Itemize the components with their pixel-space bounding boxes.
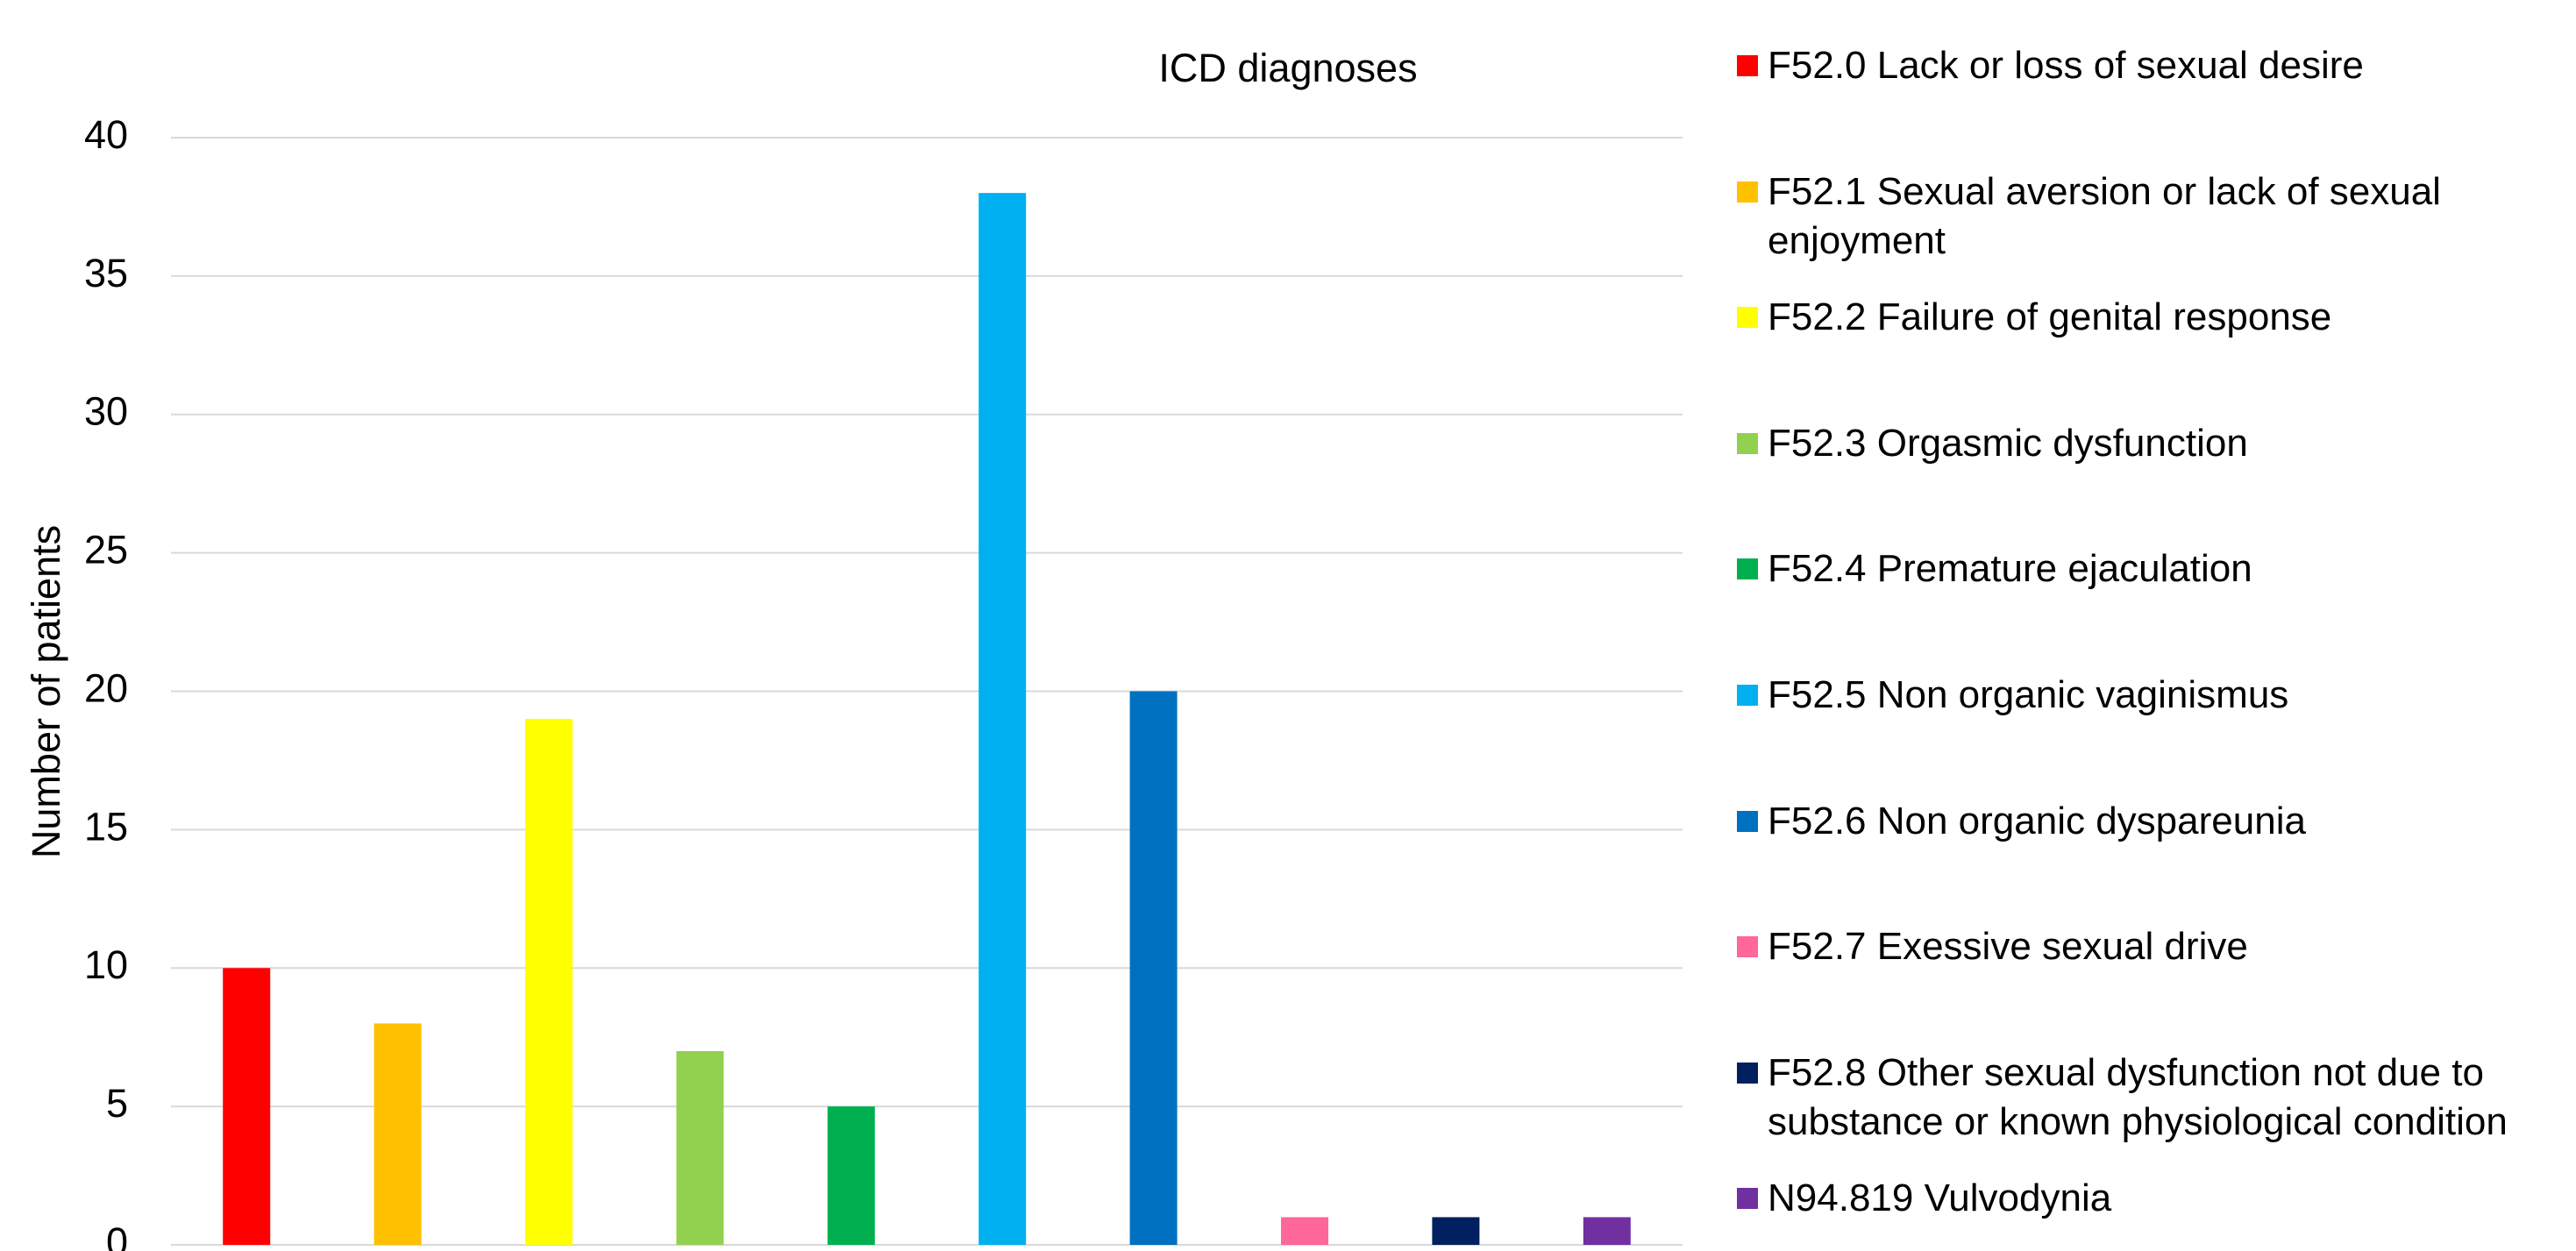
y-tick-label: 20: [84, 665, 128, 710]
legend-entry: F52.3 Orgasmic dysfunction: [1737, 419, 2570, 468]
legend-entry: F52.5 Non organic vaginismus: [1737, 671, 2570, 720]
legend-label: F52.2 Failure of genital response: [1768, 295, 2332, 339]
bar: [978, 193, 1027, 1245]
legend-swatch: [1737, 558, 1758, 580]
y-tick-label: 5: [106, 1081, 128, 1126]
legend-entry: F52.1 Sexual aversion or lack of sexual …: [1737, 167, 2570, 266]
y-tick-label: 35: [84, 251, 128, 295]
legend-swatch: [1737, 810, 1758, 832]
bar: [525, 719, 573, 1245]
legend-entry: F52.7 Exessive sexual drive: [1737, 922, 2570, 971]
bar: [1281, 1217, 1328, 1245]
chart-title: ICD diagnoses: [1158, 46, 1417, 90]
legend-entry: F52.6 Non organic dyspareunia: [1737, 797, 2570, 846]
y-axis-label: Number of patients: [24, 525, 68, 858]
legend-label: N94.819 Vulvodynia: [1768, 1176, 2112, 1220]
legend-swatch: [1737, 307, 1758, 329]
legend-entry: F52.8 Other sexual dysfunction not due t…: [1737, 1048, 2570, 1147]
legend-label: F52.0 Lack or loss of sexual desire: [1768, 44, 2364, 87]
bar: [1432, 1217, 1480, 1245]
bar: [223, 968, 271, 1245]
y-tick-label: 10: [84, 942, 128, 987]
legend-label: F52.3 Orgasmic dysfunction: [1768, 421, 2248, 465]
y-tick-label: 0: [106, 1219, 128, 1251]
bar: [1583, 1217, 1631, 1245]
y-tick-label: 30: [84, 389, 128, 434]
legend-entry: F52.0 Lack or loss of sexual desire: [1737, 41, 2570, 90]
legend-swatch: [1737, 55, 1758, 76]
legend-swatch: [1737, 432, 1758, 454]
legend-entry: N94.819 Vulvodynia: [1737, 1174, 2570, 1223]
y-tick-label: 40: [84, 112, 128, 157]
legend-swatch: [1737, 1188, 1758, 1210]
legend-label: F52.8 Other sexual dysfunction not due t…: [1768, 1050, 2508, 1143]
legend-label: F52.4 Premature ejaculation: [1768, 547, 2252, 591]
legend-swatch: [1737, 685, 1758, 706]
bar: [1129, 691, 1178, 1245]
legend-swatch: [1737, 181, 1758, 203]
legend-entry: F52.2 Failure of genital response: [1737, 293, 2570, 342]
legend-label: F52.5 Non organic vaginismus: [1768, 673, 2289, 716]
legend-swatch: [1737, 936, 1758, 958]
y-tick-label: 15: [84, 804, 128, 849]
legend-entry: F52.4 Premature ejaculation: [1737, 544, 2570, 594]
legend-label: F52.6 Non organic dyspareunia: [1768, 799, 2306, 842]
bar: [374, 1023, 422, 1245]
legend-swatch: [1737, 1062, 1758, 1084]
legend-label: F52.7 Exessive sexual drive: [1768, 925, 2248, 969]
bar: [827, 1106, 875, 1245]
y-tick-label: 25: [84, 528, 128, 572]
bar: [676, 1050, 724, 1245]
legend-label: F52.1 Sexual aversion or lack of sexual …: [1768, 169, 2441, 262]
